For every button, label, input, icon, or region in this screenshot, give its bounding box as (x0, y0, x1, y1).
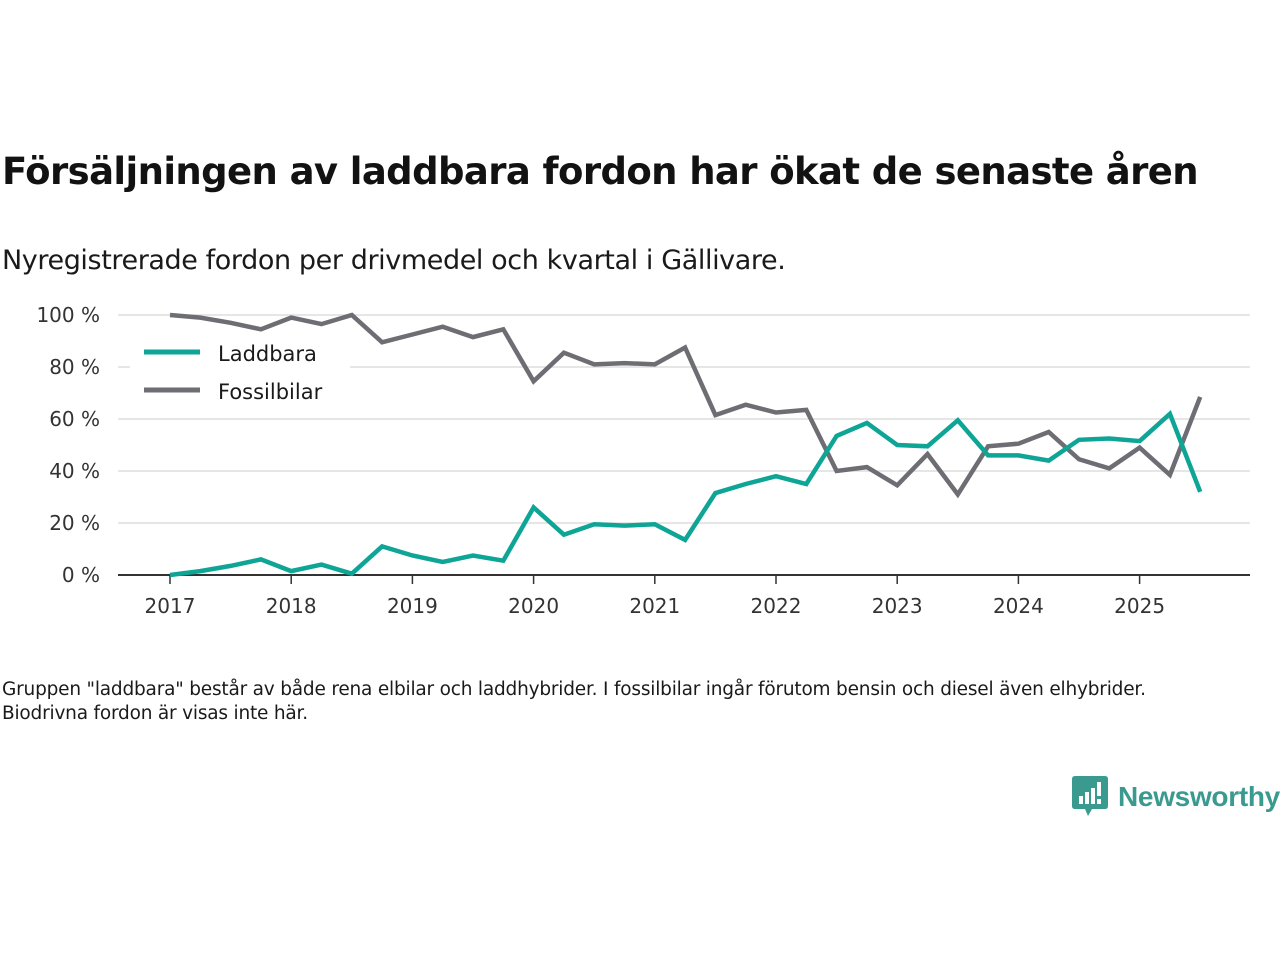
logo-text: Newsworthy (1118, 781, 1280, 812)
legend: Laddbara Fossilbilar (130, 335, 350, 407)
chart-subtitle: Nyregistrerade fordon per drivmedel och … (2, 245, 786, 276)
x-tick-label: 2024 (993, 594, 1044, 618)
y-tick-label: 20 % (49, 511, 100, 535)
legend-background (130, 335, 350, 407)
footnote: Gruppen "laddbara" består av både rena e… (2, 679, 1146, 724)
x-axis: 2017 2018 2019 2020 2021 2022 2023 2024 2025 (118, 574, 1250, 618)
y-tick-label: 0 % (62, 563, 100, 587)
x-tick-label: 2018 (266, 594, 317, 618)
y-tick-label: 40 % (49, 459, 100, 483)
x-tick-label: 2019 (387, 594, 438, 618)
x-tick-label: 2023 (872, 594, 923, 618)
series-line-laddbara (169, 409, 1203, 578)
y-tick-label: 100 % (36, 303, 100, 327)
x-tick-label: 2017 (145, 594, 196, 618)
x-tick-label: 2021 (629, 594, 680, 618)
newsworthy-logo[interactable]: Newsworthy (1072, 776, 1280, 818)
series-lines (169, 312, 1203, 578)
legend-label-fossilbilar: Fossilbilar (218, 380, 323, 404)
chart-title: Försäljningen av laddbara fordon har öka… (2, 150, 1199, 193)
chart-bubble-icon (1072, 776, 1108, 816)
x-tick-label: 2022 (751, 594, 802, 618)
x-tick-label: 2020 (508, 594, 559, 618)
x-tick-label: 2025 (1114, 594, 1165, 618)
legend-label-laddbara: Laddbara (218, 342, 317, 366)
y-tick-label: 80 % (49, 355, 100, 379)
line-chart: 0 % 20 % 40 % 60 % 80 % 100 % 2017 2018 2019 202… (36, 303, 1250, 618)
y-tick-label: 60 % (49, 407, 100, 431)
y-axis-ticks: 0 % 20 % 40 % 60 % 80 % 100 % (36, 303, 100, 587)
